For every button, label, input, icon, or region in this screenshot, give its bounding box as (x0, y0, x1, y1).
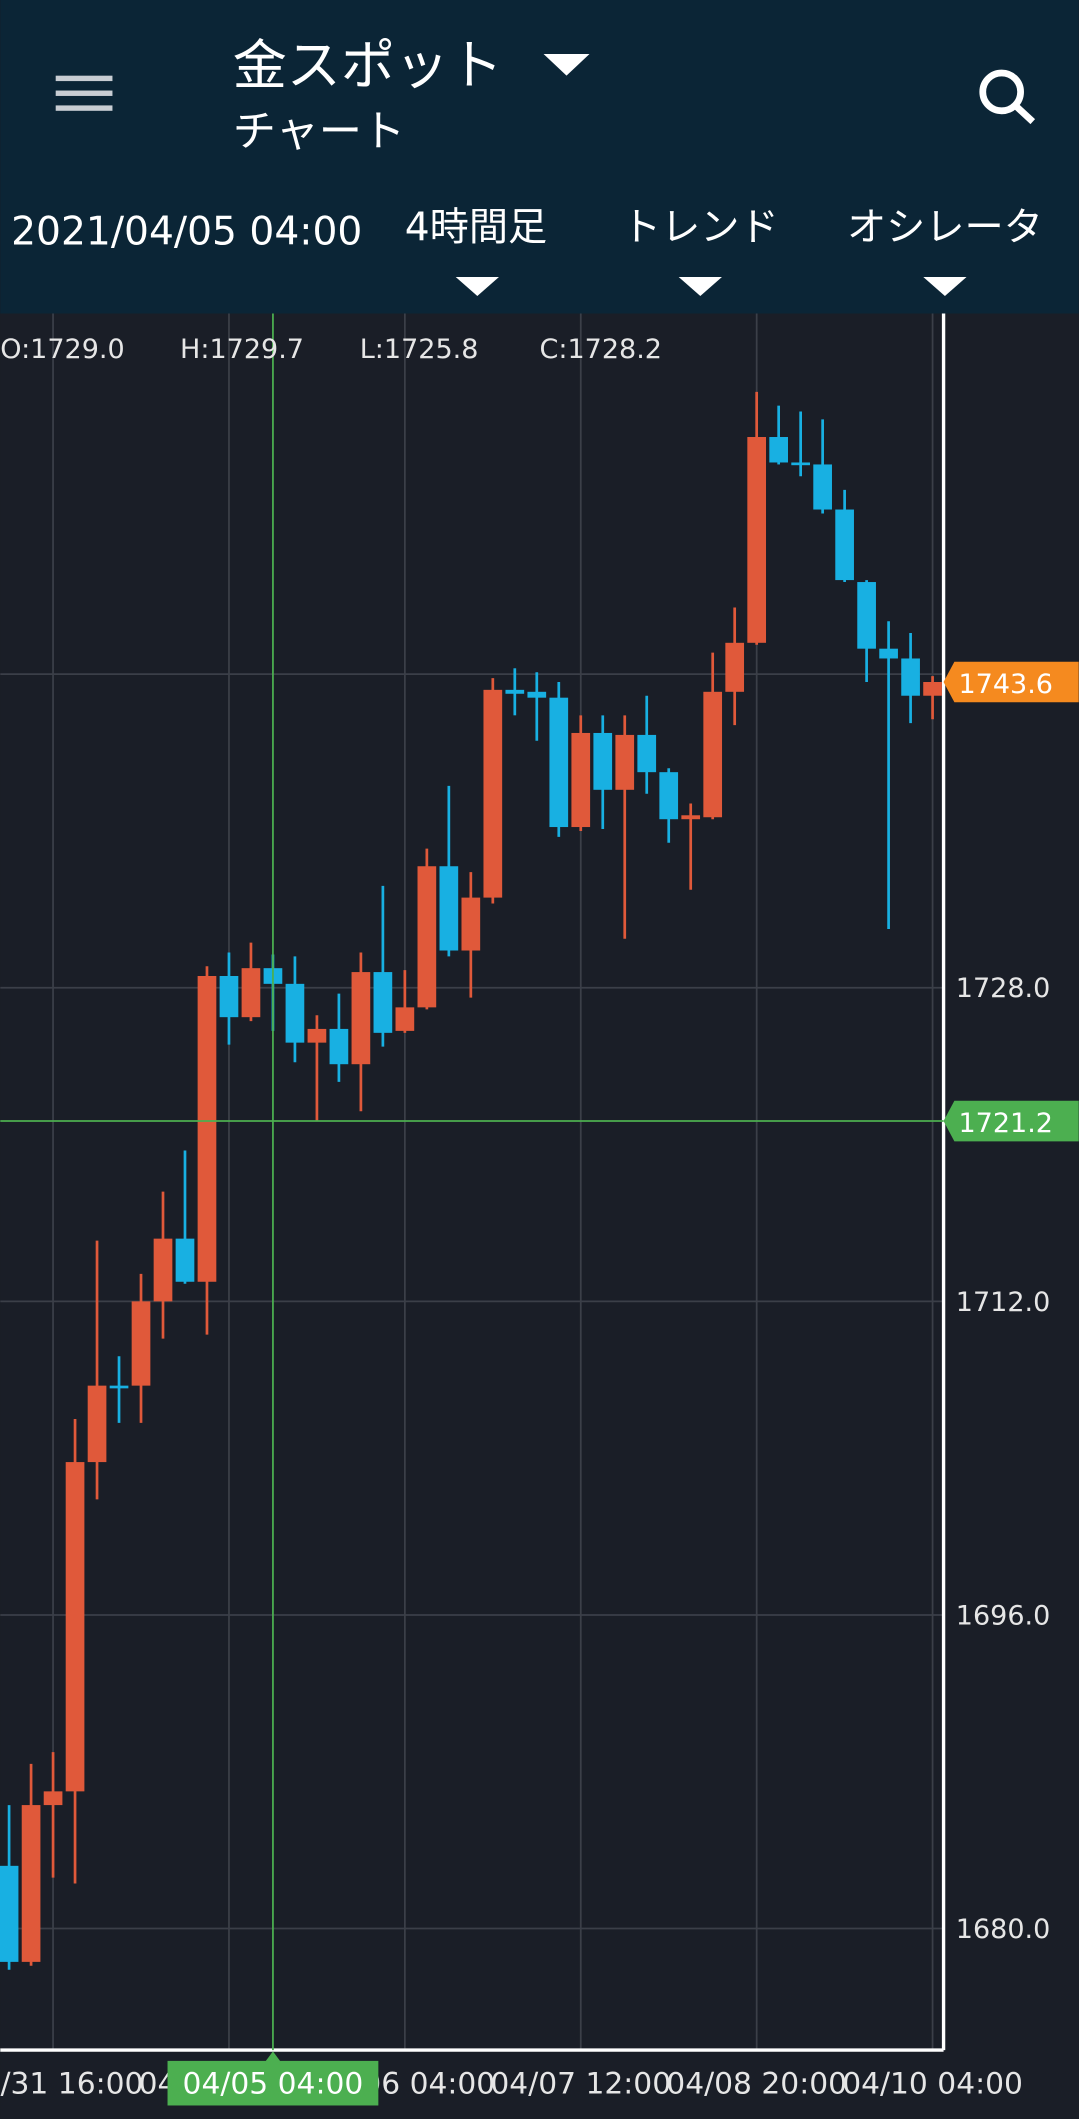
candle-body (21, 1805, 41, 1962)
candle-body (65, 1462, 85, 1792)
candle-body (87, 1385, 107, 1463)
candle-body (901, 658, 920, 696)
candle-body (241, 968, 261, 1018)
candle-body (417, 866, 437, 1008)
candle-body (791, 462, 810, 466)
candle-body (637, 734, 657, 773)
candle-body (43, 1791, 63, 1806)
search-circle (979, 69, 1024, 115)
candle-body (659, 772, 679, 820)
candle-body (175, 1238, 195, 1282)
y-tick-label: 1680.0 (956, 1914, 1051, 1945)
candle-body (307, 1028, 327, 1043)
candle-body (681, 815, 701, 820)
x-tick-label: 04/10 04:00 (842, 2066, 1023, 2101)
subtitle: チャート (233, 107, 406, 157)
trend-dropdown[interactable] (678, 277, 722, 296)
menu-icon[interactable] (55, 75, 113, 111)
menu-line (55, 90, 113, 96)
candle-body (395, 1007, 415, 1031)
candle-body (505, 689, 525, 694)
candle-body (725, 642, 745, 692)
candle-body (131, 1301, 151, 1386)
candle-body (0, 1865, 19, 1962)
candle-body (461, 897, 481, 951)
candle-body (439, 866, 459, 951)
candle-body (769, 437, 789, 463)
oscillator[interactable]: オシレータ (847, 206, 1043, 251)
candle-body (747, 437, 767, 643)
y-tick-label: 1728.0 (956, 973, 1051, 1004)
candle-body (483, 689, 503, 898)
timeframe[interactable]: 4時間足 (405, 206, 547, 251)
search-handle (1012, 102, 1036, 125)
candle-body (571, 732, 591, 828)
menu-line (55, 105, 113, 111)
search-icon[interactable] (979, 69, 1036, 125)
oscillator-dropdown[interactable] (923, 277, 967, 296)
candle-body (285, 983, 305, 1043)
candle-body (835, 509, 854, 581)
candle-body (615, 734, 635, 790)
title[interactable]: 金スポット (233, 34, 503, 97)
title-dropdown[interactable] (543, 54, 590, 76)
ohlc-high: H:1729.7 (180, 334, 304, 365)
candle-body (351, 972, 371, 1065)
candle-body (857, 582, 876, 649)
menu-line (55, 75, 113, 82)
ohlc-open: O:1729.0 (0, 334, 124, 365)
header-bar (0, 0, 1079, 314)
candle-body (373, 972, 393, 1033)
candle-body (593, 732, 613, 790)
candle-body (923, 682, 942, 696)
candle-body (879, 648, 898, 659)
candle-body (329, 1028, 349, 1065)
crosshair-x-badge (167, 2060, 379, 2106)
timeframe-dropdown[interactable] (455, 277, 499, 296)
last-price-label: 1743.6 (958, 669, 1053, 700)
crosshair-y-badge (943, 1100, 1079, 1142)
crosshair-y-label: 1721.2 (958, 1108, 1053, 1139)
y-tick-label: 1696.0 (956, 1600, 1051, 1631)
datetime: 2021/04/05 04:00 (11, 210, 362, 255)
x-tick-label: 04/07 12:00 (490, 2066, 671, 2101)
candle-body (527, 691, 547, 698)
candle-body (549, 697, 569, 828)
candle-body (219, 976, 239, 1018)
x-tick-label: 03/31 16:00 (0, 2066, 143, 2101)
overlay: 1743.6 1721.2 04/05 04:00 (0, 313, 1079, 2106)
candle-body (109, 1385, 129, 1389)
y-tick-label: 1712.0 (956, 1287, 1051, 1318)
ohlc-close: C:1728.2 (540, 334, 663, 365)
crosshair-x-pointer (264, 2051, 282, 2063)
candle-body (703, 691, 723, 818)
candle-body (813, 464, 832, 510)
candles (0, 391, 942, 1970)
candle-body (197, 976, 217, 1282)
trend[interactable]: トレンド (622, 206, 779, 251)
candle-body (153, 1238, 173, 1302)
crosshair-x-label: 04/05 04:00 (183, 2066, 364, 2101)
last-price-badge (943, 661, 1079, 703)
ohlc-low: L:1725.8 (360, 334, 479, 365)
x-tick-label: 04/08 20:00 (666, 2066, 847, 2101)
